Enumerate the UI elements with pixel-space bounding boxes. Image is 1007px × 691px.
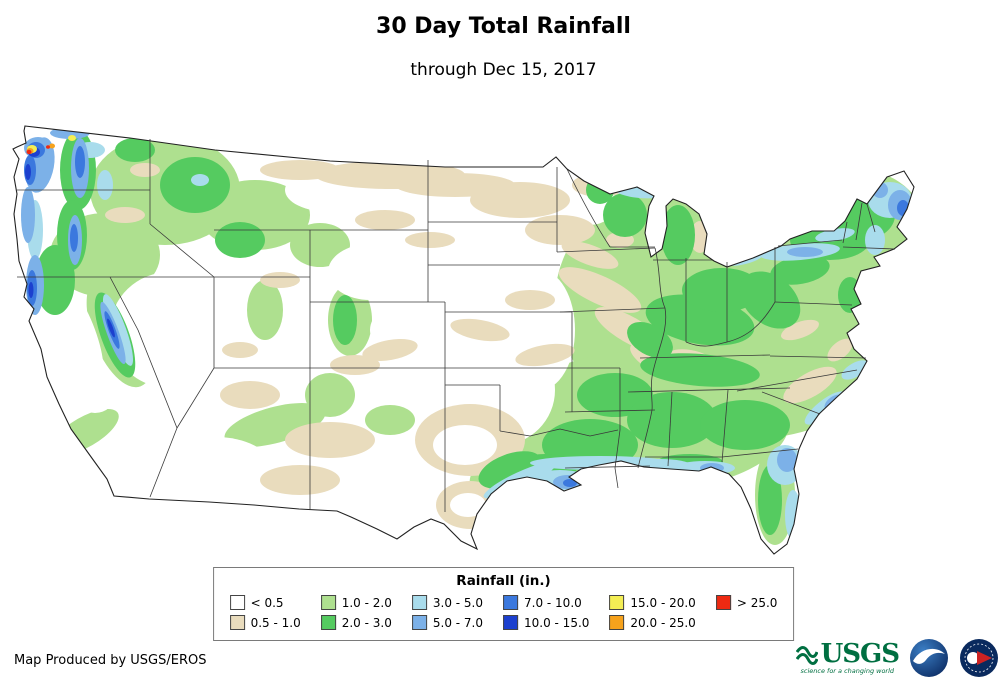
page-title: 30 Day Total Rainfall	[376, 14, 631, 39]
us-outline	[12, 125, 915, 555]
legend-swatch	[503, 615, 519, 630]
legend-swatch	[609, 615, 625, 630]
legend-label: 10.0 - 15.0	[524, 615, 590, 630]
legend-item: 2.0 - 3.0	[320, 613, 392, 632]
legend-label: 20.0 - 25.0	[630, 615, 696, 630]
legend: Rainfall (in.) < 0.5 0.5 - 1.0 1.0 - 2.0 2.…	[212, 567, 795, 641]
usgs-logo-tagline: science for a changing world	[800, 667, 895, 676]
usgs-wave-icon	[795, 646, 818, 666]
page-subtitle: through Dec 15, 2017	[410, 60, 597, 80]
legend-swatch	[609, 595, 625, 610]
legend-item: 10.0 - 15.0	[503, 613, 589, 632]
legend-item: 0.5 - 1.0	[229, 613, 301, 632]
legend-item: 1.0 - 2.0	[320, 593, 392, 612]
state-borders	[17, 139, 896, 512]
legend-item: 5.0 - 7.0	[411, 613, 484, 632]
legend-label: > 25.0	[736, 595, 778, 610]
legend-swatch	[229, 615, 245, 630]
legend-swatch	[411, 595, 427, 610]
legend-swatch	[411, 615, 427, 630]
legend-label: 0.5 - 1.0	[250, 615, 301, 630]
legend-item: < 0.5	[229, 593, 301, 612]
legend-label: 3.0 - 5.0	[432, 595, 484, 610]
layer-red	[26, 145, 50, 155]
legend-item: 20.0 - 25.0	[609, 613, 696, 632]
legend-swatch	[503, 595, 519, 610]
legend-swatch	[229, 595, 245, 610]
credit-text: Map Produced by USGS/EROS	[14, 653, 207, 668]
legend-item: 3.0 - 5.0	[411, 593, 484, 612]
legend-label: 2.0 - 3.0	[341, 615, 392, 630]
noaa-logo	[910, 639, 948, 677]
legend-swatch	[715, 595, 731, 610]
usgs-logo: USGS science for a changing world	[795, 639, 900, 676]
legend-item: 7.0 - 10.0	[503, 593, 589, 612]
usgs-logo-text: USGS	[820, 639, 900, 670]
layer-green	[35, 130, 895, 535]
legend-title: Rainfall (in.)	[456, 573, 551, 589]
legend-swatch	[320, 595, 336, 610]
legend-label: 7.0 - 10.0	[524, 595, 582, 610]
legend-label: < 0.5	[250, 595, 284, 610]
legend-item: 15.0 - 20.0	[609, 593, 696, 612]
legend-label: 1.0 - 2.0	[341, 595, 392, 610]
legend-label: 15.0 - 20.0	[630, 595, 696, 610]
layer-dry-white-inner	[433, 425, 497, 517]
legend-item: > 25.0	[715, 593, 778, 612]
legend-label: 5.0 - 7.0	[432, 615, 484, 630]
legend-grid: < 0.5 0.5 - 1.0 1.0 - 2.0 2.0 - 3.0 3.0 - 5.…	[229, 593, 778, 632]
agency-logos: USGS science for a changing world	[795, 638, 999, 678]
legend-swatch	[320, 615, 336, 630]
nws-logo	[960, 639, 998, 677]
